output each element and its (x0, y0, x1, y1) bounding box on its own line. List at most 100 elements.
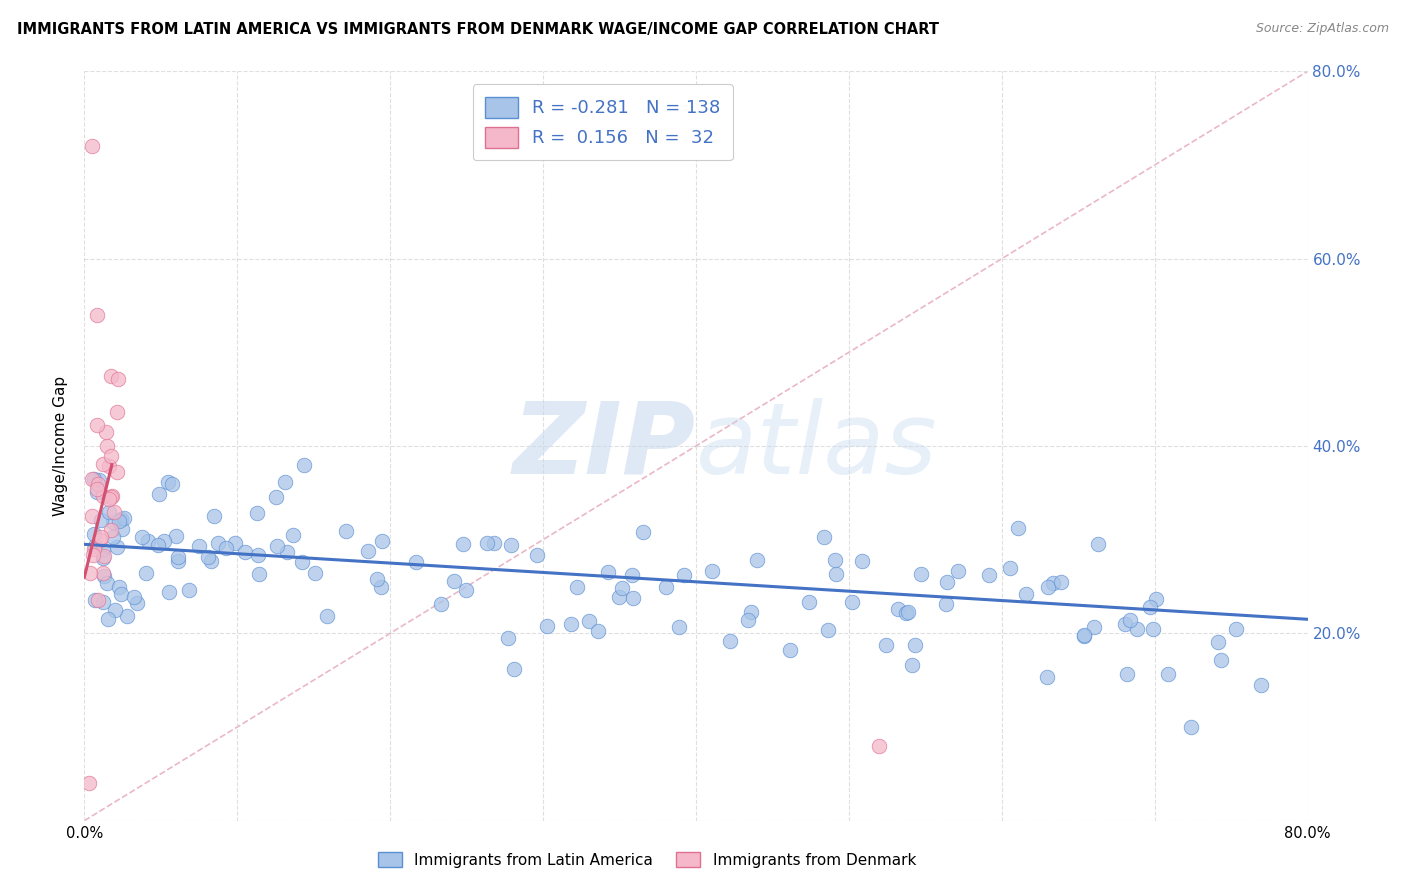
Point (103, 603, 125, 617)
Point (98, 505, 121, 519)
Point (1250, 678, 1272, 692)
Point (1087, 537, 1109, 551)
Point (224, 535, 246, 549)
Point (578, 614, 600, 628)
Point (1225, 622, 1247, 636)
Point (101, 489, 124, 503)
Point (841, 595, 863, 609)
Text: atlas: atlas (696, 398, 938, 494)
Point (86, 484, 108, 499)
Point (148, 486, 170, 500)
Point (935, 575, 957, 590)
Point (105, 465, 128, 479)
Text: Source: ZipAtlas.com: Source: ZipAtlas.com (1256, 22, 1389, 36)
Point (101, 531, 124, 545)
Point (177, 583, 200, 598)
Point (443, 574, 465, 588)
Point (910, 567, 932, 582)
Point (86, 308, 108, 322)
Point (93, 568, 115, 582)
Point (131, 530, 153, 544)
Point (316, 609, 339, 624)
Point (108, 515, 131, 529)
Point (103, 505, 125, 519)
Point (200, 554, 222, 568)
Point (79, 566, 101, 580)
Point (1073, 628, 1095, 642)
Point (291, 555, 314, 569)
Point (824, 553, 846, 567)
Point (197, 549, 219, 564)
Point (499, 538, 522, 552)
Point (498, 631, 520, 645)
Point (247, 566, 270, 581)
Point (1211, 653, 1233, 667)
Point (96, 425, 118, 439)
Point (1126, 622, 1149, 636)
Point (96, 439, 118, 453)
Point (90, 530, 112, 544)
Point (166, 529, 188, 543)
Point (1144, 591, 1167, 606)
Point (77, 776, 100, 790)
Point (304, 566, 326, 580)
Point (136, 533, 159, 548)
Point (135, 566, 157, 580)
Point (405, 556, 427, 570)
Point (779, 643, 801, 657)
Point (1036, 580, 1059, 594)
Point (157, 475, 180, 489)
Point (264, 490, 287, 504)
Point (246, 506, 269, 520)
Point (1035, 670, 1057, 684)
Point (110, 512, 132, 526)
Point (83, 472, 105, 486)
Point (948, 564, 970, 578)
Point (97, 459, 120, 474)
Point (797, 595, 820, 609)
Point (998, 561, 1021, 575)
Point (371, 533, 394, 548)
Legend: R = -0.281   N = 138, R =  0.156   N =  32: R = -0.281 N = 138, R = 0.156 N = 32 (472, 84, 733, 161)
Point (82, 548, 104, 562)
Point (157, 584, 180, 599)
Point (1042, 575, 1064, 590)
Point (1050, 574, 1073, 589)
Point (851, 554, 873, 568)
Point (869, 739, 891, 753)
Point (621, 591, 644, 605)
Point (160, 477, 183, 491)
Point (246, 549, 269, 563)
Point (111, 522, 134, 536)
Point (430, 597, 453, 611)
Point (80, 508, 103, 523)
Point (292, 458, 315, 472)
Point (89, 533, 111, 548)
Point (897, 605, 920, 619)
Point (1119, 613, 1142, 627)
Point (672, 567, 695, 582)
Point (1157, 666, 1180, 681)
Point (737, 613, 759, 627)
Point (620, 568, 643, 582)
Point (370, 580, 392, 594)
Point (93, 549, 115, 563)
Point (91, 551, 114, 566)
Point (702, 564, 724, 578)
Point (283, 527, 305, 541)
Point (207, 535, 229, 549)
Point (1180, 720, 1202, 734)
Point (97, 492, 120, 507)
Point (100, 369, 122, 384)
Point (586, 624, 609, 638)
Point (82, 472, 104, 486)
Point (83, 592, 105, 607)
Point (233, 544, 256, 558)
Point (1142, 622, 1164, 636)
Point (91, 594, 114, 608)
Point (276, 545, 298, 559)
Point (977, 567, 1000, 582)
Point (935, 597, 957, 611)
Point (456, 582, 478, 597)
Point (83, 542, 105, 557)
